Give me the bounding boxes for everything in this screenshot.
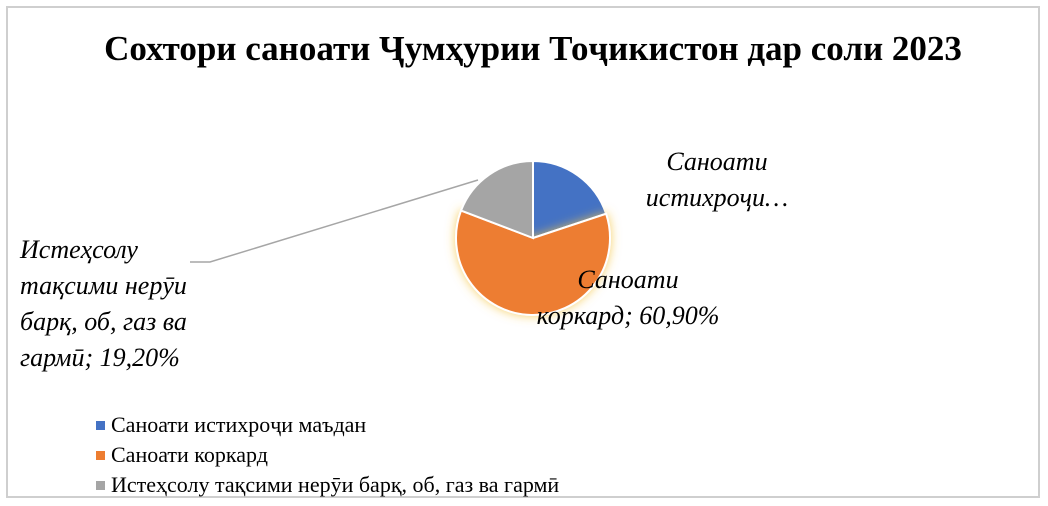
legend-label: Саноати коркард <box>111 442 268 467</box>
legend-item: Саноати истихроҷи маъдан <box>96 410 366 440</box>
legend-label: Саноати истихроҷи маъдан <box>111 412 367 437</box>
pie-slice <box>455 209 611 316</box>
data-label: Саноати истихроҷи… <box>645 147 789 212</box>
legend-swatch <box>96 451 105 460</box>
legend-item: Саноати коркард <box>96 440 268 470</box>
legend-item: Истеҳсолу тақсими нерӯи барқ, об, газ ва… <box>96 470 559 500</box>
legend-label: Истеҳсолу тақсими нерӯи барқ, об, газ ва… <box>111 472 560 497</box>
legend-swatch <box>96 421 105 430</box>
legend-swatch <box>96 481 105 490</box>
pie-slice <box>459 159 534 240</box>
chart-title: Сохтори саноати Ҷумҳурии Тоҷикистон дар … <box>104 29 962 68</box>
data-label: Саноати коркард; 60,90% <box>536 265 720 330</box>
data-label: Истеҳсолу тақсими нерӯи барқ, об, газ ва… <box>20 235 187 372</box>
pie-slice <box>532 159 608 240</box>
leader-line <box>190 179 479 263</box>
